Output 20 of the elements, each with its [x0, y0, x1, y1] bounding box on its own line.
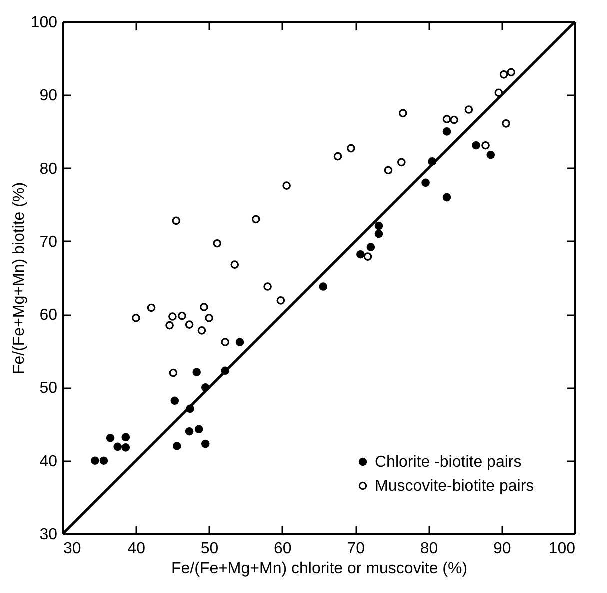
y-tick-label: 40 [40, 453, 58, 470]
x-tick-label: 30 [64, 540, 82, 558]
x-tick-label: 40 [128, 540, 146, 558]
x-tick-label: 60 [274, 540, 292, 558]
y-tick-label: 60 [40, 307, 58, 324]
y-axis-title: Fe/(Fe+Mg+Mn) biotite (%) [10, 182, 28, 375]
y-tick-label: 50 [40, 380, 58, 398]
x-tick-label: 90 [493, 540, 512, 558]
legend-label: Chlorite -biotite pairs [375, 454, 522, 471]
x-tick-label: 50 [200, 540, 219, 558]
x-tick-label: 100 [548, 540, 576, 558]
legend-label: Muscovite-biotite pairs [375, 478, 534, 495]
y-tick-label: 30 [40, 526, 58, 544]
y-tick-label: 90 [40, 88, 58, 105]
x-tick-label: 70 [347, 540, 366, 558]
y-tick-label: 70 [40, 234, 58, 251]
x-axis-title: Fe/(Fe+Mg+Mn) chlorite or muscovite (%) [171, 560, 468, 578]
y-tick-label: 80 [40, 160, 58, 178]
x-tick-label: 80 [420, 540, 438, 558]
y-tick-label: 100 [30, 14, 58, 32]
